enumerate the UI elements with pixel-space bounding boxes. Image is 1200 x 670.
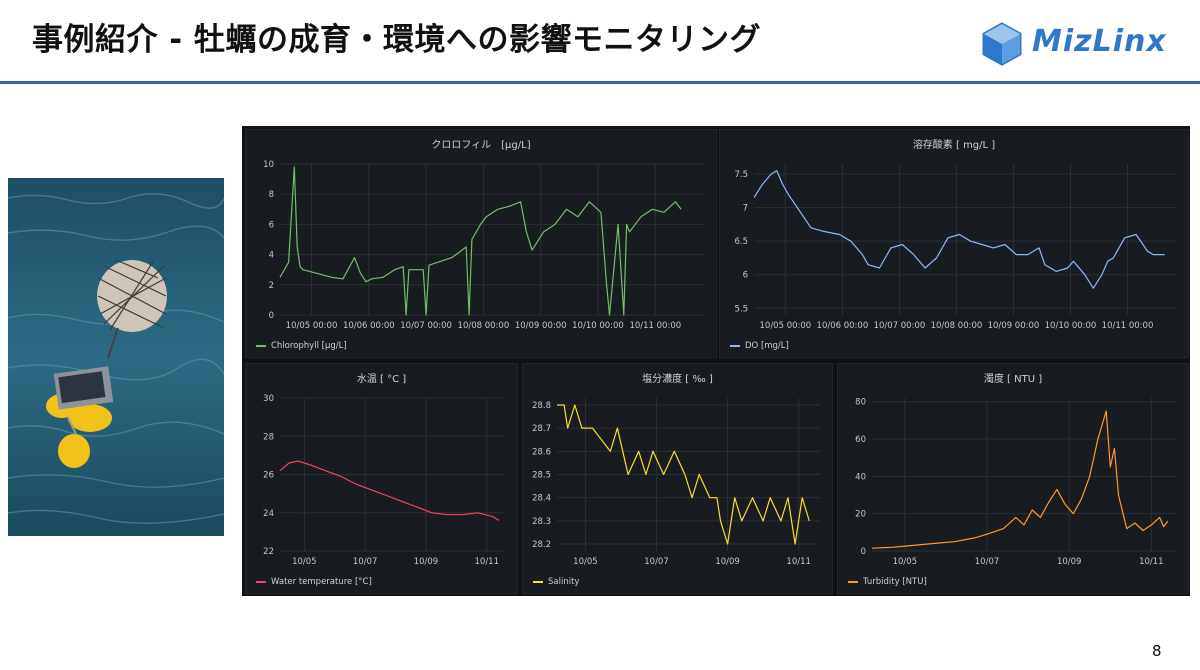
x-tick-label: 10/11 00:00 <box>629 321 681 331</box>
y-tick-label: 6.5 <box>734 237 748 247</box>
legend-swatch <box>533 581 543 583</box>
x-tick-label: 10/05 <box>573 557 598 567</box>
x-tick-label: 10/07 <box>975 557 1000 567</box>
x-tick-label: 10/11 <box>475 557 500 567</box>
x-tick-label: 10/11 <box>1139 557 1164 567</box>
y-tick-label: 28.3 <box>532 517 551 527</box>
series-line-turbidity <box>871 410 1169 549</box>
logo-cube-icon <box>982 22 1022 66</box>
x-tick-label: 10/05 00:00 <box>286 321 338 331</box>
y-tick-label: 2 <box>269 281 274 291</box>
series-line-salinity <box>557 404 810 545</box>
x-tick-label: 10/05 <box>292 557 317 567</box>
x-tick-label: 10/10 00:00 <box>572 321 624 331</box>
y-tick-label: 7 <box>743 204 748 214</box>
series-line-chlorophyll <box>279 166 682 316</box>
panel-title: 水温 [ °C ] <box>356 374 407 385</box>
legend-swatch <box>730 345 740 347</box>
x-tick-label: 10/08 00:00 <box>931 321 983 331</box>
chart-turbidity: 0 20 40 60 80 10/05 10/07 10/09 10/11 <box>855 398 1176 567</box>
chart-water-temperature: 22 24 26 28 30 10/05 10/07 10/09 10/11 <box>263 394 505 567</box>
x-tick-label: 10/10 00:00 <box>1045 321 1097 331</box>
monitoring-dashboard: クロロフィル [μg/L] 0 2 4 6 8 10 10/05 00:00 10/06 00… <box>242 126 1190 596</box>
y-tick-label: 28.6 <box>532 447 551 457</box>
panel-water-temperature: 水温 [ °C ] 22 24 26 28 30 10/05 10/07 10/09 10/11… <box>245 363 518 594</box>
legend-label: Salinity <box>548 577 580 587</box>
chart-legend: DO [mg/L] <box>730 341 789 351</box>
y-tick-label: 28.4 <box>532 494 551 504</box>
y-tick-label: 28 <box>263 432 274 442</box>
y-tick-label: 20 <box>855 510 866 520</box>
company-logo: MizLinx <box>980 22 1180 66</box>
legend-swatch <box>848 581 858 583</box>
y-tick-label: 28.5 <box>532 471 551 481</box>
panel-title: 溶存酸素 [ mg/L ] <box>912 140 996 151</box>
x-tick-label: 10/11 00:00 <box>1102 321 1154 331</box>
y-tick-label: 26 <box>263 471 274 481</box>
x-tick-label: 10/09 00:00 <box>515 321 567 331</box>
y-tick-label: 10 <box>263 160 274 170</box>
logo-text: MizLinx <box>1032 24 1167 59</box>
chart-chlorophyll: 0 2 4 6 8 10 10/05 00:00 10/06 00:00 10/07 00:00… <box>263 160 704 331</box>
y-tick-label: 30 <box>263 394 274 404</box>
x-tick-label: 10/06 00:00 <box>817 321 869 331</box>
legend-label: Water temperature [°C] <box>271 577 372 587</box>
x-tick-label: 10/09 <box>715 557 740 567</box>
legend-label: DO [mg/L] <box>745 341 789 351</box>
page-number: 8 <box>1152 642 1162 660</box>
y-tick-label: 4 <box>269 251 274 261</box>
y-tick-label: 60 <box>855 435 866 445</box>
panel-title: 濁度 [ NTU ] <box>983 374 1043 385</box>
x-tick-label: 10/05 <box>893 557 918 567</box>
x-tick-label: 10/11 <box>786 557 811 567</box>
legend-swatch <box>256 345 266 347</box>
x-tick-label: 10/09 <box>1057 557 1082 567</box>
legend-label: Turbidity [NTU] <box>863 577 927 587</box>
y-tick-label: 8 <box>269 190 274 200</box>
photo-image <box>8 178 224 536</box>
y-tick-label: 28.7 <box>532 424 551 434</box>
x-tick-label: 10/07 00:00 <box>400 321 452 331</box>
y-tick-label: 6 <box>269 220 274 230</box>
panel-chlorophyll: クロロフィル [μg/L] 0 2 4 6 8 10 10/05 00:00 10/06 00… <box>245 129 717 358</box>
x-tick-label: 10/07 <box>644 557 669 567</box>
x-tick-label: 10/08 00:00 <box>458 321 510 331</box>
y-tick-label: 22 <box>263 547 274 557</box>
y-tick-label: 7.5 <box>734 170 748 180</box>
x-tick-label: 10/09 00:00 <box>988 321 1040 331</box>
chart-legend: Turbidity [NTU] <box>848 577 927 587</box>
y-tick-label: 28.2 <box>532 540 551 550</box>
x-tick-label: 10/09 <box>414 557 439 567</box>
series-line-water_temp <box>279 460 500 521</box>
x-tick-label: 10/07 00:00 <box>874 321 926 331</box>
header-divider <box>0 81 1200 84</box>
x-tick-label: 10/06 00:00 <box>343 321 395 331</box>
y-tick-label: 40 <box>855 472 866 482</box>
chart-salinity: 28.2 28.3 28.4 28.5 28.6 28.7 28.8 10/05 10/07 10… <box>532 398 820 567</box>
panel-title: 塩分濃度 [ ‰ ] <box>642 374 713 385</box>
y-tick-label: 28.8 <box>532 401 551 411</box>
chart-legend: Water temperature [°C] <box>256 577 372 587</box>
y-tick-label: 80 <box>855 398 866 408</box>
x-tick-label: 10/05 00:00 <box>760 321 812 331</box>
panel-salinity: 塩分濃度 [ ‰ ] 28.2 28.3 28.4 28.5 28.6 28.7 28.8 1… <box>522 363 833 594</box>
chart-legend: Salinity <box>533 577 579 587</box>
legend-label: Chlorophyll [μg/L] <box>271 341 347 351</box>
panel-turbidity: 濁度 [ NTU ] 0 20 40 60 80 10/05 10/07 10/09 10/11… <box>837 363 1189 594</box>
series-line-do <box>753 170 1165 289</box>
chart-legend: Chlorophyll [μg/L] <box>256 341 347 351</box>
y-tick-label: 0 <box>269 311 274 321</box>
chart-do: 5.5 6 6.5 7 7.5 10/05 00:00 10/06 00:00 10/07 0… <box>734 164 1176 331</box>
slide-title: 事例紹介 - 牡蠣の成育・環境への影響モニタリング <box>32 22 761 58</box>
y-tick-label: 5.5 <box>734 304 748 314</box>
y-tick-label: 6 <box>743 271 748 281</box>
legend-swatch <box>256 581 266 583</box>
device-photo <box>8 178 224 536</box>
y-tick-label: 0 <box>861 547 866 557</box>
panel-do: 溶存酸素 [ mg/L ] 5.5 6 6.5 7 7.5 10/05 00:00 10/0… <box>719 129 1189 358</box>
y-tick-label: 24 <box>263 509 274 519</box>
x-tick-label: 10/07 <box>353 557 378 567</box>
panel-title: クロロフィル [μg/L] <box>431 140 531 151</box>
